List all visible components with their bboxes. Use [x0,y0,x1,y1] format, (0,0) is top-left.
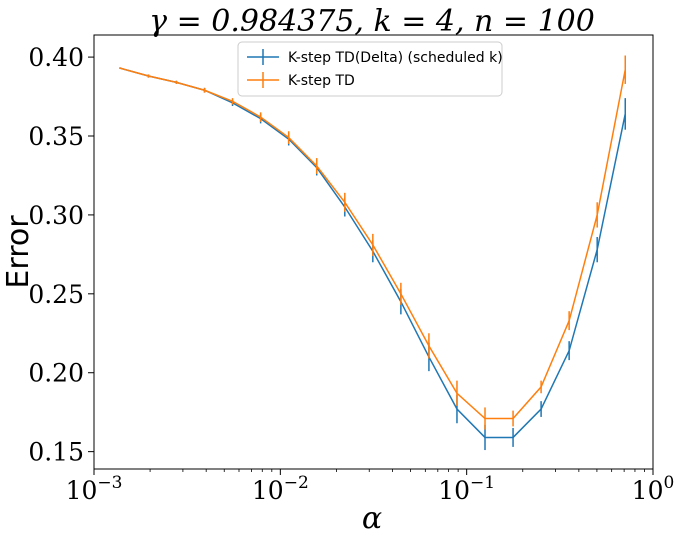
x-tick-label: 10−1 [438,473,495,505]
x-tick-label: 100 [632,473,674,505]
y-axis-ticks: 0.15 0.20 0.25 0.30 0.35 0.40 [28,43,94,467]
legend-label-series-2: K-step TD [288,73,355,89]
y-tick-label: 0.35 [28,122,84,151]
plot-area [119,55,626,451]
x-tick-label: 10−2 [252,473,309,505]
y-tick-label: 0.30 [28,201,84,230]
y-tick-label: 0.15 [28,438,84,467]
x-axis-label: α [362,501,382,536]
legend-box [237,41,503,97]
plot-frame [93,34,654,470]
legend-item-series-2: K-step TD [247,72,355,89]
x-axis-ticks: 10−3 10−2 10−1 100 [66,469,674,505]
y-tick-label: 0.20 [28,359,84,388]
y-tick-label: 0.40 [28,43,84,72]
y-axis-label: Error [1,215,36,289]
legend-label-series-1: K-step TD(Delta) (scheduled k) [288,50,503,66]
chart-title: γ = 0.984375, k = 4, n = 100 [149,4,595,39]
series-2 [119,55,626,430]
x-tick-label: 10−3 [66,473,123,505]
y-tick-label: 0.25 [28,280,84,309]
series-1 [119,67,626,451]
legend: K-step TD(Delta) (scheduled k) K-step TD [237,41,503,97]
legend-item-series-1: K-step TD(Delta) (scheduled k) [247,49,503,66]
